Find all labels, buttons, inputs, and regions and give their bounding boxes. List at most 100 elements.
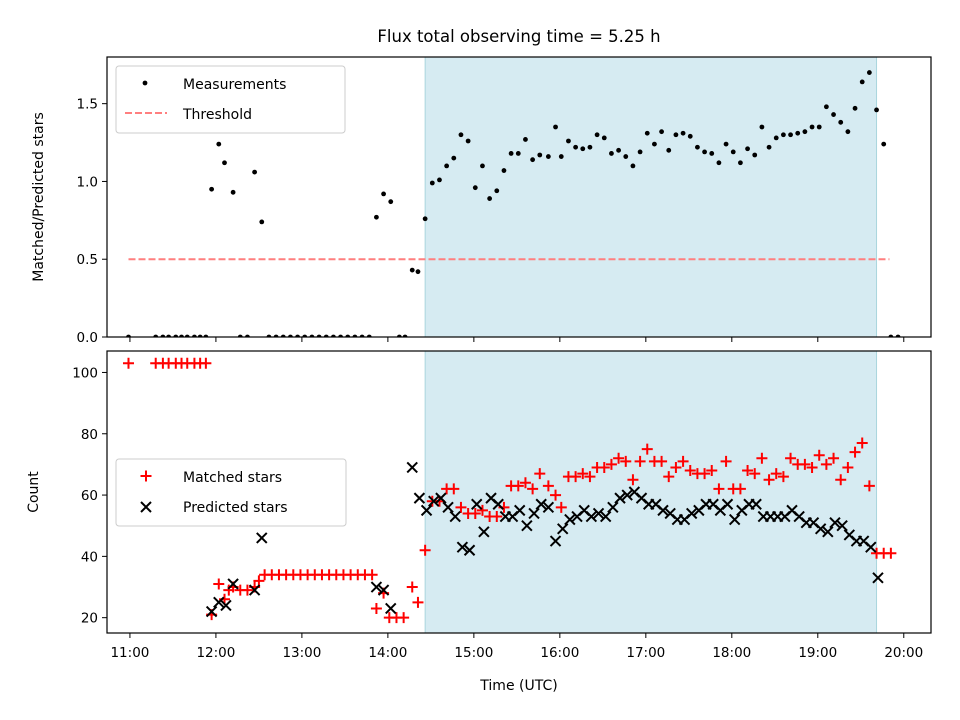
matched-star-point	[419, 544, 431, 556]
predicted-star-point	[220, 599, 232, 612]
predicted-star-point	[614, 492, 626, 504]
measurement-point	[381, 191, 386, 197]
measurement-point	[374, 214, 379, 220]
predicted-star-point	[463, 544, 476, 556]
predicted-star-point	[728, 513, 741, 526]
measurement-point	[773, 135, 779, 141]
matched-star-point	[670, 461, 682, 473]
predicted-star-point	[542, 501, 555, 514]
predicted-star-point	[227, 578, 239, 590]
top-panel: 0.0 0.5 1.0 1.5 Matched/Predicted stars Measu…	[31, 56, 932, 346]
axes-frame	[106, 56, 932, 338]
measurement-point	[451, 155, 457, 161]
data-layer	[122, 357, 897, 624]
measurement-point	[415, 269, 421, 275]
y-tick-label: 1.0	[77, 174, 98, 190]
predicted-star-point	[685, 507, 698, 520]
measurement-point	[652, 141, 657, 147]
matched-star-point	[785, 452, 797, 464]
matched-star-point	[641, 443, 653, 455]
measurement-point	[630, 163, 636, 169]
predicted-star-point	[592, 507, 605, 520]
measurement-point	[259, 219, 265, 225]
matched-star-point	[835, 474, 847, 486]
measurement-point	[673, 132, 679, 138]
matched-star-point	[820, 458, 832, 470]
measurement-point	[852, 105, 858, 111]
bottom-panel: 20 40 60 80 100 11:00 12:00 13:00 14:00 15:00 16:0…	[26, 350, 932, 661]
measurement-point	[487, 196, 493, 201]
measurement-point	[216, 141, 222, 147]
predicted-star-point	[872, 572, 884, 584]
matched-star-point	[749, 468, 761, 480]
measurement-point	[816, 124, 822, 130]
matched-star-point	[699, 468, 711, 480]
measurement-point	[230, 189, 236, 195]
measurement-point	[666, 147, 672, 153]
predicted-star-point	[377, 584, 390, 596]
matched-star-point	[598, 461, 610, 473]
y-tick-label: 80	[81, 427, 98, 443]
matched-star-point	[542, 480, 554, 492]
measurement-point	[881, 141, 887, 147]
legend-matched-marker	[140, 470, 152, 482]
predicted-star-point	[205, 605, 218, 618]
predicted-star-point	[406, 461, 418, 474]
matched-star-point	[656, 455, 668, 467]
matched-star-point	[713, 483, 725, 495]
measurement-point	[545, 154, 551, 159]
matched-star-point	[200, 357, 212, 369]
measurement-point	[838, 119, 844, 125]
y-tick-label: 40	[81, 549, 98, 565]
measurement-point	[695, 144, 700, 150]
predicted-star-point	[370, 581, 383, 593]
predicted-star-point	[829, 516, 841, 529]
measurement-point	[738, 160, 743, 166]
x-axis-label: Time (UTC)	[479, 678, 557, 694]
measurement-point	[644, 130, 650, 136]
predicted-star-point	[521, 520, 533, 532]
measurement-point	[480, 163, 485, 169]
matched-star-point	[555, 501, 567, 513]
measurement-point	[859, 79, 865, 85]
matched-star-point	[412, 596, 424, 608]
measurement-point	[465, 138, 471, 144]
measurement-point	[601, 135, 607, 141]
predicted-star-point	[248, 584, 261, 596]
predicted-star-point	[564, 513, 576, 526]
data-layer	[126, 70, 901, 337]
measurement-point	[723, 141, 729, 147]
matched-star-point	[706, 465, 718, 477]
matched-star-point	[720, 455, 732, 467]
x-tick-label: 11:00	[110, 645, 149, 661]
measurement-point	[537, 152, 543, 158]
predicted-star-point	[865, 541, 877, 553]
predicted-star-point	[514, 504, 526, 517]
predicted-star-point	[256, 532, 268, 544]
legend-predicted-marker	[140, 501, 152, 513]
measurement-point	[252, 169, 258, 175]
predicted-star-point	[528, 507, 540, 520]
legend-box	[115, 65, 346, 134]
predicted-star-point	[607, 501, 619, 514]
y-tick-label: 1.5	[77, 97, 98, 113]
measurement-point	[587, 144, 593, 150]
x-tick-label: 12:00	[196, 645, 235, 661]
matched-star-point	[534, 468, 546, 480]
y-tick-label: 100	[72, 365, 98, 381]
matched-star-point	[756, 452, 768, 464]
matched-star-point	[455, 501, 467, 513]
predicted-star-point	[442, 501, 454, 514]
matched-star-point	[519, 477, 531, 489]
matched-star-point	[777, 471, 789, 483]
legend-threshold-label: Threshold	[182, 107, 252, 123]
x-tick-label: 15:00	[454, 645, 493, 661]
measurement-point	[780, 132, 786, 138]
y-axis-label: Count	[26, 471, 42, 513]
predicted-star-point	[557, 523, 569, 535]
legend-measurements-marker	[142, 80, 148, 86]
matched-star-point	[570, 471, 582, 483]
legend-measurements-label: Measurements	[183, 77, 286, 93]
measurement-point	[472, 185, 478, 191]
measurement-point	[866, 70, 872, 75]
